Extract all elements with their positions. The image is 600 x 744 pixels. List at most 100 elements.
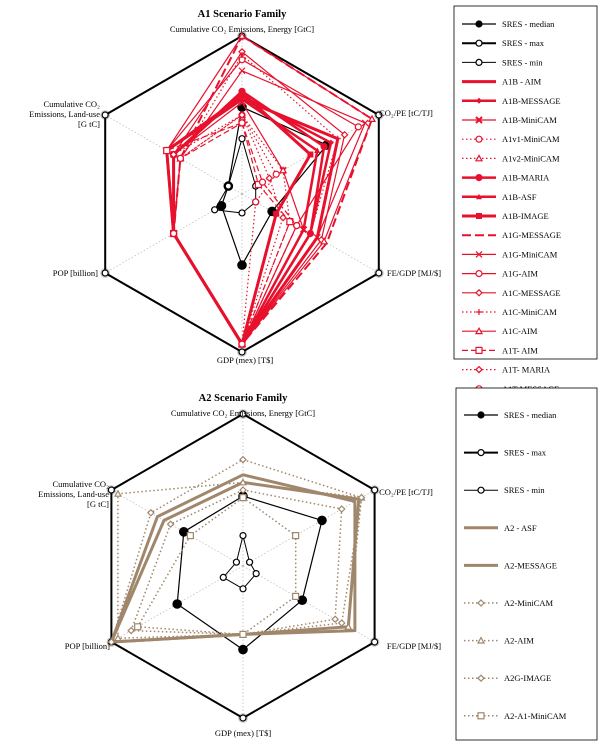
axis-label: Cumulative CO₂ Emissions, Land-use [G tC] [38,479,109,509]
legend-marker [475,58,483,67]
data-point [176,154,185,163]
series-sres-min [219,531,260,593]
data-point [238,209,246,217]
data-point [169,229,178,238]
legend-item: A2-AIM [464,636,534,646]
legend: SRES - median SRES - max SRES - min A1B - A… [453,5,598,394]
legend-item: A1T- AIM [462,345,538,355]
data-point [314,147,321,153]
data-point [307,230,314,237]
legend-label: A2-A1-MiniCAM [504,711,567,721]
data-point [279,213,287,222]
data-point [361,119,369,127]
axis-label-line: [G tC] [87,499,109,509]
legend-item: A1G-MESSAGE [462,230,561,240]
data-point [238,644,248,655]
legend-label: A1C-MiniCAM [502,307,557,317]
axis-label: CO₂/PE [tC/TJ] [379,487,433,497]
legend-marker [476,193,482,200]
legend-marker [476,97,482,104]
data-point [239,630,247,639]
legend-label: A1T- MARIA [502,365,551,375]
data-point [293,222,301,230]
data-point [354,123,362,131]
data-point [331,615,339,624]
data-point [238,111,246,119]
series-line [136,496,297,636]
legend-item: A1B-MESSAGE [462,96,561,106]
data-point [327,139,334,146]
data-point [292,531,300,540]
data-point [245,558,254,566]
legend-label: A2G-IMAGE [504,673,551,683]
data-point [367,114,377,122]
legend-label: A1G-MiniCAM [502,249,558,259]
data-point [239,714,247,722]
data-point [101,111,109,119]
legend-label: A1B-IMAGE [502,211,549,221]
data-point [239,96,245,102]
data-point [320,237,329,245]
spoke-6 [111,489,244,567]
legend-label: A2-MESSAGE [504,560,557,570]
spoke-2 [242,489,375,567]
legend-marker [475,365,483,374]
axis-label-line: Emissions, Land-use [29,109,100,119]
legend-item: A1B-ASF [462,192,537,202]
data-point [238,135,246,143]
data-point [258,178,267,186]
data-point [211,206,219,214]
legend-marker [475,135,483,143]
chart-title: A2 Scenario Family [199,393,288,404]
legend-marker [474,326,484,335]
legend-marker [476,309,482,315]
series-line [173,122,298,345]
data-point [238,67,246,75]
legend-marker [477,449,485,457]
data-point [239,455,247,464]
axis-label: Cumulative CO₂ Emissions, Land-use [G tC] [29,99,100,129]
legend-item: A2 - ASF [464,523,537,533]
legend-label: A1G-AIM [502,269,538,279]
legend-marker [477,674,485,683]
data-point [317,515,327,526]
legend-item: A2G-IMAGE [464,673,551,683]
data-point [337,505,346,513]
legend-label: A2 - ASF [504,523,537,533]
data-point [178,526,189,537]
data-point [279,166,288,174]
data-point [186,531,194,540]
data-point [113,633,122,642]
legend-label: A1B - AIM [502,77,542,87]
legend-label: A1C-MESSAGE [502,288,561,298]
legend-item: A1B-MiniCAM [462,115,557,125]
legend-label: A1B-MARIA [502,173,550,183]
data-point [237,260,247,270]
data-point [344,622,353,630]
legend-marker [475,20,483,28]
legend-item: SRES - min [464,485,545,495]
legend-marker [475,270,483,278]
panel-2: A2 Scenario Family Cumulative CO₂ Emissio… [38,387,598,741]
legend-label: SRES - min [504,485,545,495]
series-a2g-image [107,455,366,646]
data-point [337,619,346,627]
legend-item: A1B-IMAGE [462,211,549,221]
data-point [371,638,379,646]
legend-label: A1G-MESSAGE [502,230,561,240]
series-group [107,410,379,722]
legend-marker [474,154,484,162]
data-point [273,210,280,217]
legend-label: SRES - max [502,38,545,48]
series-a2-aim [113,478,366,642]
data-point [113,489,122,497]
axis-label-line: Cumulative CO₂ [52,479,109,489]
legend-item: A2-MiniCAM [464,598,554,608]
series-line [117,481,363,639]
data-point [307,151,314,158]
legend-item: SRES - median [464,410,557,420]
legend-label: A1T- AIM [502,345,538,355]
legend-label: A2-AIM [504,636,534,646]
data-point [237,31,247,40]
legend-label: SRES - min [502,57,543,67]
